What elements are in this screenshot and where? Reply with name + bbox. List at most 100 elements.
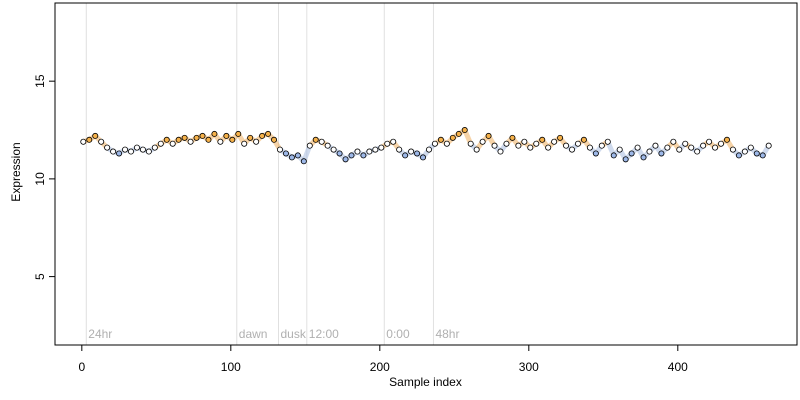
data-point (557, 134, 564, 141)
data-point (616, 146, 623, 153)
data-point (175, 136, 182, 143)
data-point (110, 148, 117, 155)
data-point (515, 142, 522, 149)
data-point (431, 140, 438, 147)
data-point (282, 150, 289, 157)
data-point (408, 148, 415, 155)
data-point (92, 132, 99, 139)
data-point (354, 148, 361, 155)
data-point (491, 142, 498, 149)
data-point (223, 132, 230, 139)
data-point (420, 154, 427, 161)
data-point (527, 144, 534, 151)
y-tick-label-0: 5 (33, 273, 47, 280)
data-point (205, 136, 212, 143)
data-point (253, 138, 260, 145)
data-point (640, 154, 647, 161)
data-point (735, 152, 742, 159)
data-point (187, 138, 194, 145)
data-point (759, 152, 766, 159)
data-point (688, 144, 695, 151)
data-point (127, 148, 134, 155)
data-point (425, 146, 432, 153)
data-point (741, 148, 748, 155)
data-point (694, 148, 701, 155)
data-point (586, 144, 593, 151)
data-point (569, 146, 576, 153)
data-point (163, 136, 170, 143)
data-point (509, 134, 516, 141)
data-point (712, 144, 719, 151)
data-point (306, 142, 313, 149)
data-point (443, 140, 450, 147)
data-point (116, 150, 123, 157)
plot-frame (54, 2, 798, 346)
data-point (372, 146, 379, 153)
data-point (753, 150, 760, 157)
data-point (628, 150, 635, 157)
data-point (133, 144, 140, 151)
y-tick-label-2: 15 (33, 74, 47, 88)
time-marker-labels: 24hr dawn dusk 12:00 0:00 48hr (88, 327, 459, 341)
data-point (455, 130, 462, 137)
data-point (104, 144, 111, 151)
data-point (503, 140, 510, 147)
data-point (86, 136, 93, 143)
marker-label-3: 12:00 (309, 327, 339, 341)
data-point (646, 148, 653, 155)
data-point (378, 144, 385, 151)
data-point (598, 142, 605, 149)
marker-label-4: 0:00 (386, 327, 410, 341)
data-point (276, 146, 283, 153)
data-point (98, 138, 105, 145)
data-point (723, 136, 730, 143)
data-point (265, 130, 272, 137)
data-point (211, 130, 218, 137)
data-point (312, 136, 319, 143)
data-point (414, 150, 421, 157)
x-axis: 0 100 200 300 400 (78, 344, 688, 374)
x-tick-label-3: 300 (519, 360, 539, 374)
data-point (706, 138, 713, 145)
data-point (610, 152, 617, 159)
data-point (139, 146, 146, 153)
data-point (217, 138, 224, 145)
y-tick-label-1: 10 (33, 172, 47, 186)
x-tick-label-4: 400 (668, 360, 688, 374)
data-point (366, 148, 373, 155)
data-point (580, 136, 587, 143)
y-axis: 5 10 15 (33, 74, 56, 280)
marker-label-2: dusk (280, 327, 306, 341)
data-point (402, 152, 409, 159)
data-point (497, 148, 504, 155)
x-tick-label-1: 100 (221, 360, 241, 374)
data-point (700, 142, 707, 149)
x-tick-label-0: 0 (78, 360, 85, 374)
data-point (485, 132, 492, 139)
data-point (390, 138, 397, 145)
data-point (157, 140, 164, 147)
data-point (342, 156, 349, 163)
data-point (229, 136, 236, 143)
data-point (437, 136, 444, 143)
marker-label-1: dawn (239, 327, 268, 341)
data-point (747, 144, 754, 151)
data-point (467, 140, 474, 147)
data-point (330, 146, 337, 153)
data-point (193, 134, 200, 141)
data-point (652, 142, 659, 149)
y-axis-title: Expression (9, 142, 23, 201)
data-point (682, 140, 689, 147)
data-point (241, 140, 248, 147)
x-tick-label-2: 200 (370, 360, 390, 374)
data-point (765, 142, 772, 149)
data-point (592, 150, 599, 157)
data-point (169, 140, 176, 147)
data-point (259, 132, 266, 139)
marker-label-0: 24hr (88, 327, 112, 341)
data-point (479, 138, 486, 145)
data-point (294, 152, 301, 159)
data-point (521, 138, 528, 145)
